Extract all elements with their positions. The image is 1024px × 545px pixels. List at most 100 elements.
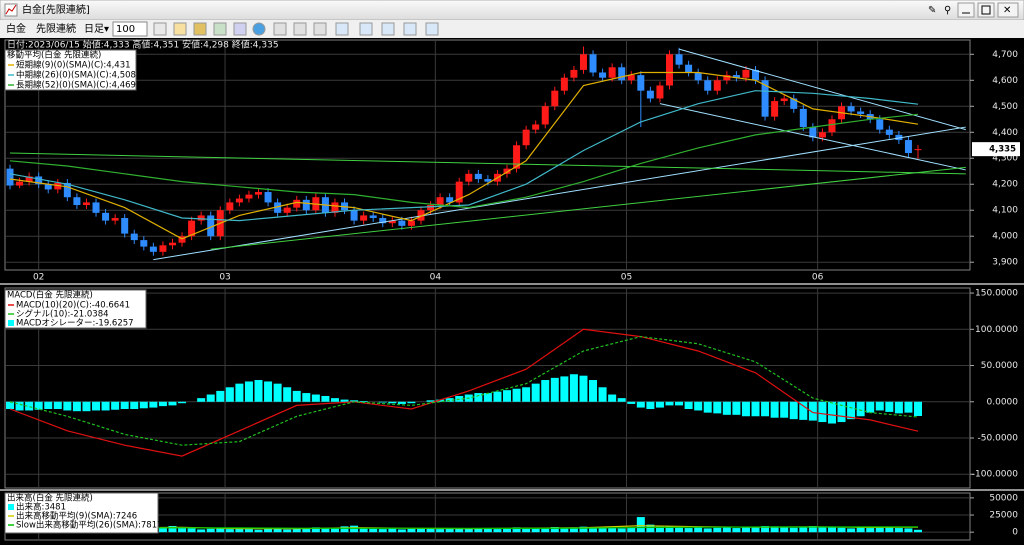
tool-icon[interactable] bbox=[425, 22, 439, 36]
oscillator-bar bbox=[474, 393, 483, 402]
oscillator-bar bbox=[799, 401, 808, 420]
link-icon[interactable]: ⚲ bbox=[944, 5, 951, 16]
oscillator-bar bbox=[359, 401, 368, 402]
candle-body bbox=[474, 173, 482, 180]
candle-body bbox=[102, 212, 110, 221]
volume-bar bbox=[866, 528, 875, 533]
volume-bar bbox=[168, 526, 177, 533]
volume-bar bbox=[694, 527, 703, 533]
candle-body bbox=[790, 98, 798, 109]
tool-icon[interactable] bbox=[213, 22, 227, 36]
maximize-button[interactable] bbox=[977, 2, 995, 18]
title-bar bbox=[0, 0, 1024, 21]
close-button[interactable] bbox=[997, 2, 1019, 18]
volume-bar bbox=[732, 528, 741, 533]
candle-body bbox=[809, 127, 817, 138]
volume-bar bbox=[818, 526, 827, 533]
symbol-menu[interactable]: 白金 bbox=[6, 22, 26, 35]
volume-bar bbox=[617, 528, 626, 533]
volume-bar bbox=[378, 529, 387, 533]
oscillator-bar bbox=[254, 380, 263, 402]
candle-body bbox=[455, 181, 463, 203]
candle-body bbox=[522, 129, 530, 146]
period-menu[interactable]: 日足 bbox=[84, 23, 104, 35]
tool-icon[interactable] bbox=[359, 22, 373, 36]
oscillator-bar bbox=[560, 376, 569, 402]
minimize-button[interactable] bbox=[957, 2, 975, 18]
legend-label: シグナル(10):-21.0384 bbox=[16, 309, 109, 320]
candle-body bbox=[465, 173, 473, 182]
tool-icon[interactable] bbox=[153, 22, 167, 36]
legend-label: 出来高移動平均(9)(SMA):7246 bbox=[16, 511, 137, 522]
tool-icon[interactable] bbox=[173, 22, 187, 36]
volume-bar bbox=[684, 528, 693, 533]
tool-icon[interactable] bbox=[252, 22, 266, 36]
volume-bar bbox=[894, 528, 903, 533]
volume-bar bbox=[503, 528, 512, 533]
volume-bar bbox=[569, 527, 578, 533]
count-input[interactable] bbox=[112, 21, 148, 37]
candle-body bbox=[159, 245, 167, 252]
volume-bar bbox=[311, 527, 320, 533]
legend-title: MACD(白金 先限連続) bbox=[7, 290, 93, 301]
candle-body bbox=[732, 75, 740, 78]
candle-body bbox=[579, 54, 587, 70]
oscillator-bar bbox=[197, 398, 206, 402]
contract-menu[interactable]: 先限連続 bbox=[36, 22, 76, 35]
oscillator-bar bbox=[541, 380, 550, 402]
tool-icon[interactable] bbox=[273, 22, 287, 36]
macd-line bbox=[9, 335, 919, 446]
oscillator-bar bbox=[531, 383, 540, 402]
oscillator-bar bbox=[866, 401, 875, 413]
legend-label: MACD(10)(20)(C):-40.6641 bbox=[16, 301, 130, 311]
legend-title: 出来高(白金 先限連続) bbox=[7, 493, 93, 504]
x-tick-label: 06 bbox=[812, 273, 824, 283]
oscillator-bar bbox=[235, 383, 244, 402]
oscillator-bar bbox=[445, 398, 454, 402]
price-legend bbox=[4, 49, 137, 91]
volume-legend bbox=[4, 492, 159, 534]
legend-label: Slow出来高移動平均(26)(SMA):7817 bbox=[16, 520, 163, 531]
candle-body bbox=[379, 218, 387, 224]
oscillator-bar bbox=[569, 374, 578, 402]
candle-body bbox=[876, 119, 884, 130]
candle-body bbox=[761, 80, 769, 117]
candle-body bbox=[121, 218, 129, 234]
tool-icon[interactable] bbox=[293, 22, 307, 36]
oscillator-bar bbox=[206, 394, 215, 402]
y-tick-label: -50.0000 bbox=[978, 434, 1019, 444]
volume-bar bbox=[426, 528, 435, 533]
period-arrow[interactable]: ▾ bbox=[104, 24, 109, 35]
volume-bar bbox=[646, 524, 655, 533]
x-tick-label: 04 bbox=[430, 273, 442, 283]
window-title: 白金[先限連続] bbox=[22, 3, 90, 16]
tool-icon[interactable] bbox=[233, 22, 247, 36]
tool-icon[interactable] bbox=[403, 22, 417, 36]
oscillator-bar bbox=[82, 401, 91, 412]
moving-average-line bbox=[9, 90, 919, 222]
y-tick-label: -100.0000 bbox=[972, 470, 1018, 480]
oscillator-bar bbox=[837, 401, 846, 423]
tool-icon[interactable] bbox=[335, 22, 349, 36]
volume-bar bbox=[799, 527, 808, 533]
moving-average-line bbox=[9, 113, 919, 209]
oscillator-bar bbox=[722, 401, 731, 415]
candle-body bbox=[503, 168, 511, 174]
candle-body bbox=[331, 202, 339, 213]
tool-icon[interactable] bbox=[193, 22, 207, 36]
tool-icon[interactable] bbox=[313, 22, 327, 36]
volume-bar bbox=[789, 527, 798, 533]
volume-bar bbox=[216, 527, 225, 533]
volume-bar bbox=[464, 528, 473, 533]
volume-bar bbox=[560, 527, 569, 533]
oscillator-bar bbox=[751, 401, 760, 417]
pin-icon[interactable]: ✎ bbox=[928, 5, 936, 16]
volume-bar bbox=[904, 528, 913, 533]
oscillator-bar bbox=[636, 401, 645, 408]
volume-bar bbox=[675, 527, 684, 533]
oscillator-bar bbox=[493, 391, 502, 402]
tool-icon[interactable] bbox=[381, 22, 395, 36]
oscillator-bar bbox=[34, 401, 43, 410]
candle-body bbox=[226, 202, 234, 211]
candle-body bbox=[704, 80, 712, 91]
